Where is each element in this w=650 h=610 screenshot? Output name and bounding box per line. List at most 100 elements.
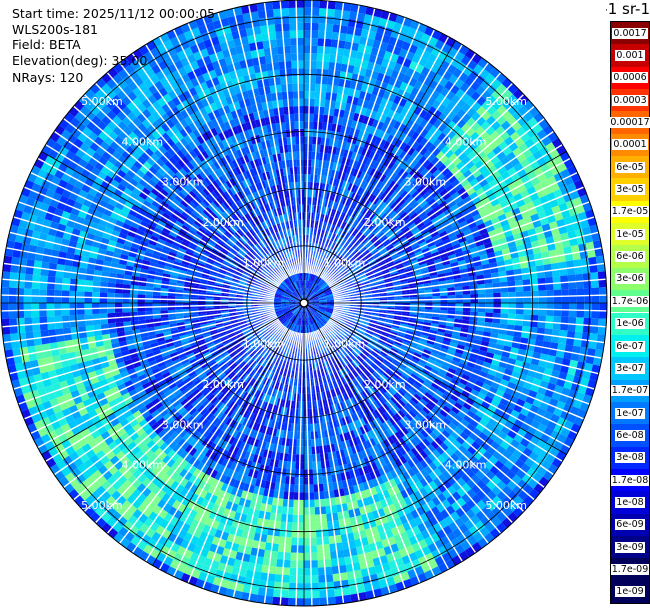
colorbar-tick-label: 0.0017: [612, 27, 648, 39]
ppi-gate: [311, 297, 319, 301]
ppi-gate: [317, 292, 325, 297]
ppi-gate: [317, 278, 324, 286]
ppi-gate: [307, 281, 311, 289]
ppi-gate: [304, 287, 307, 296]
ppi-gate: [307, 273, 311, 281]
ppi-gate: [311, 298, 319, 301]
ppi-gate: [321, 283, 329, 290]
range-ring-label: 2.00km: [202, 216, 244, 229]
ppi-gate: [326, 306, 334, 310]
colorbar-tick-label: 0.0003: [612, 94, 648, 106]
ppi-gate: [326, 296, 334, 300]
instrument-label: WLS200s-181: [12, 22, 98, 37]
colorbar-tick-label: 1.7e-05: [610, 206, 650, 218]
ppi-gate: [307, 280, 310, 289]
ppi-gate: [319, 303, 327, 306]
ppi-gate: [319, 299, 327, 302]
elevation-label: Elevation(deg): 35.00: [12, 53, 148, 68]
colorbar-level: 1.7e-05: [610, 200, 650, 224]
ppi-gate: [308, 281, 313, 289]
ppi-gate: [305, 288, 308, 296]
ppi-gate: [311, 274, 315, 282]
range-ring-label: 3.00km: [162, 418, 204, 431]
ppi-gate: [320, 282, 328, 289]
range-ring-label: 3.00km: [404, 176, 446, 189]
ppi-gate: [311, 303, 320, 306]
ppi-gate: [310, 282, 315, 290]
ppi-gate: [306, 288, 309, 296]
range-ring-label: 1.00km: [243, 337, 285, 350]
range-ring-label: 1.00km: [243, 257, 285, 270]
ppi-gate: [325, 293, 334, 298]
nrays-label: NRays: 120: [12, 70, 84, 85]
colorbar-level: 1e-06: [611, 312, 649, 335]
ppi-gate: [309, 292, 316, 299]
ppi-gate: [313, 275, 318, 283]
colorbar-level: 3e-06: [611, 267, 649, 291]
ppi-gate: [324, 311, 333, 316]
ppi-gate: [311, 304, 319, 307]
ppi-gate: [318, 306, 326, 310]
ppi-gate: [320, 281, 327, 288]
ppi-gate: [314, 286, 321, 293]
ppi-gate: [315, 288, 323, 295]
ppi-gate: [312, 283, 318, 291]
ppi-gate: [306, 288, 311, 297]
ppi-gate: [315, 287, 322, 294]
range-ring-label: 3.00km: [404, 418, 446, 431]
ppi-gate: [309, 291, 315, 298]
ppi-gate: [319, 280, 326, 287]
ppi-gate: [317, 293, 326, 298]
ppi-gate: [325, 292, 333, 296]
ppi-gate: [311, 305, 319, 309]
colorbar-level: 0.0017: [611, 22, 649, 45]
range-ring-label: 4.00km: [445, 135, 487, 148]
range-ring-label: 5.00km: [81, 95, 123, 108]
colorbar-units-title: m-1 sr-1: [606, 0, 650, 18]
ppi-gate: [306, 280, 309, 289]
colorbar-level: 0.00017: [609, 111, 650, 134]
ppi-gate: [311, 303, 320, 305]
colorbar-tick-label: 0.0006: [612, 72, 648, 84]
colorbar-tick-label: 6e-05: [615, 161, 645, 173]
range-ring-label: 1.00km: [324, 257, 366, 270]
ppi-gate: [311, 305, 319, 308]
ppi-gate: [324, 290, 333, 295]
colorbar-level: 6e-06: [611, 245, 649, 268]
colorbar-level: 3e-05: [611, 178, 649, 201]
ppi-gate: [318, 279, 325, 287]
ppi-gate: [305, 288, 308, 296]
ppi-gate: [308, 273, 312, 281]
ppi-gate: [308, 290, 313, 297]
range-ring-label: 4.00km: [122, 459, 164, 472]
ppi-gate: [318, 294, 326, 299]
ppi-gate: [316, 277, 322, 285]
ppi-gate: [304, 287, 306, 296]
ppi-gate: [308, 291, 315, 298]
ppi-gate: [312, 284, 319, 292]
range-ring-label: 2.00km: [364, 378, 406, 391]
radar-center-marker: [299, 298, 309, 308]
ppi-gate: [326, 295, 334, 299]
ppi-gate: [323, 286, 331, 292]
ppi-gate: [326, 307, 334, 311]
start-time-label: Start time: 2025/11/12 00:00:05: [12, 6, 216, 21]
colorbar-level: 1.7e-06: [610, 290, 650, 313]
ppi-gate: [324, 289, 332, 294]
ppi-gate: [310, 305, 319, 310]
colorbar-tick-label: 0.00017: [609, 117, 650, 129]
ppi-gate: [318, 297, 327, 300]
range-ring-label: 1.00km: [324, 337, 366, 350]
ppi-gate: [318, 296, 326, 300]
ppi-gate: [325, 310, 333, 314]
range-ring-label: 3.00km: [162, 176, 204, 189]
ppi-gate: [309, 293, 317, 299]
range-ring-label: 2.00km: [364, 216, 406, 229]
ppi-gate: [314, 286, 321, 293]
ppi-gate: [310, 296, 318, 300]
colorbar-level: 6e-05: [611, 156, 649, 179]
colorbar: 0.0017 0.001 0.0006 0.0003 0.00017 0.0001 6e-0…: [609, 21, 650, 604]
ppi-gate: [306, 288, 310, 296]
ppi-gate: [315, 276, 321, 284]
ppi-gate: [311, 299, 319, 302]
